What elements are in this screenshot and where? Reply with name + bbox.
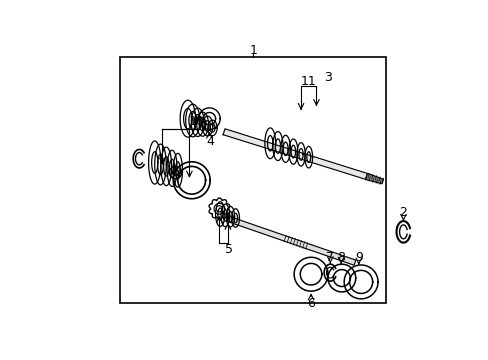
Text: 1: 1 — [249, 44, 257, 57]
Polygon shape — [226, 216, 355, 265]
Text: 7: 7 — [325, 251, 334, 264]
Text: 5: 5 — [225, 243, 233, 256]
Text: 2: 2 — [399, 206, 407, 219]
Text: 11: 11 — [300, 75, 316, 88]
Polygon shape — [223, 129, 366, 179]
Text: 6: 6 — [306, 297, 314, 310]
Polygon shape — [365, 174, 383, 184]
Text: 3: 3 — [324, 71, 331, 84]
Text: 10: 10 — [189, 115, 204, 128]
Text: 4: 4 — [206, 135, 214, 148]
Text: 9: 9 — [354, 251, 362, 264]
Text: 8: 8 — [336, 251, 345, 264]
